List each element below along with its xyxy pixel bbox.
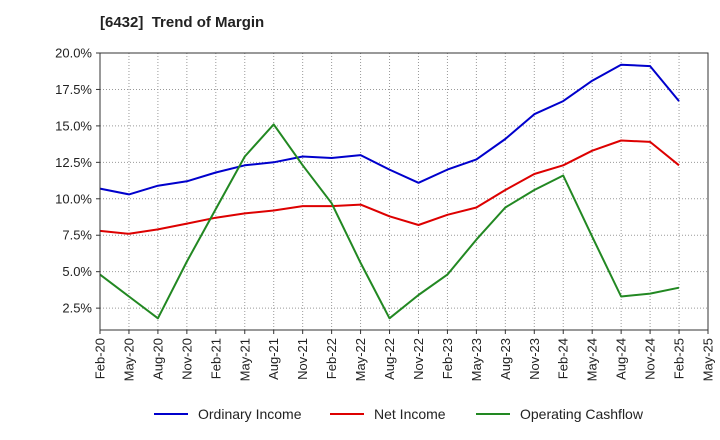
plot-area [100, 53, 708, 330]
legend-label-operating-cashflow: Operating Cashflow [520, 406, 643, 422]
y-tick-label: 20.0% [55, 46, 92, 61]
chart-title: [6432] Trend of Margin [100, 14, 265, 31]
x-tick-label: Nov-23 [527, 338, 542, 380]
y-tick-label: 15.0% [55, 118, 92, 133]
y-tick-label: 7.5% [62, 228, 92, 243]
y-tick-label: 5.0% [62, 264, 92, 279]
x-tick-label: Nov-21 [295, 338, 310, 380]
legend-label-net-income: Net Income [374, 406, 446, 422]
x-tick-label: Nov-20 [179, 338, 194, 380]
x-tick-label: Feb-25 [672, 338, 687, 379]
plot-frame [99, 52, 709, 331]
x-tick-label: May-21 [237, 338, 252, 381]
series-line-ordinary-income [99, 63, 680, 196]
x-tick-label: May-24 [585, 338, 600, 381]
x-tick-label: Feb-24 [556, 338, 571, 379]
x-tick-label: Aug-24 [614, 338, 629, 380]
x-tick-label: Nov-24 [643, 338, 658, 380]
x-tick-label: Feb-21 [208, 338, 223, 379]
legend-item-operating-cashflow: Operating Cashflow [476, 404, 643, 424]
x-tick-label: May-23 [469, 338, 484, 381]
legend-label-ordinary-income: Ordinary Income [198, 406, 302, 422]
y-tick-label: 2.5% [62, 301, 92, 316]
x-tick-label: May-20 [121, 338, 136, 381]
x-tick-label: May-25 [701, 338, 716, 381]
x-tick-label: Feb-20 [93, 338, 108, 379]
x-tick-label: Nov-22 [411, 338, 426, 380]
legend-swatch-ordinary-income [154, 413, 188, 415]
series-line-net-income [99, 139, 680, 235]
line-chart: 2.5% 5.0% 7.5% 10.0% 12.5% 15.0% 17.5% 20.0% Feb… [55, 46, 716, 382]
legend-swatch-operating-cashflow [476, 413, 510, 415]
chart-legend: Ordinary Income Net Income Operating Cas… [0, 404, 720, 428]
x-tick-label: Aug-21 [266, 338, 281, 380]
series-line-operating-cashflow [99, 123, 680, 320]
legend-item-ordinary-income: Ordinary Income [154, 404, 301, 424]
legend-item-net-income: Net Income [330, 404, 446, 424]
legend-swatch-net-income [330, 413, 364, 415]
x-tick-label: Aug-20 [150, 338, 165, 380]
x-tick-label: Feb-22 [324, 338, 339, 379]
x-tick-label: Aug-23 [498, 338, 513, 380]
y-tick-label: 10.0% [55, 191, 92, 206]
y-tick-label: 12.5% [55, 155, 92, 170]
y-tick-label: 17.5% [55, 82, 92, 97]
x-tick-label: May-22 [353, 338, 368, 381]
x-tick-label: Aug-22 [382, 338, 397, 380]
x-tick-label: Feb-23 [440, 338, 455, 379]
